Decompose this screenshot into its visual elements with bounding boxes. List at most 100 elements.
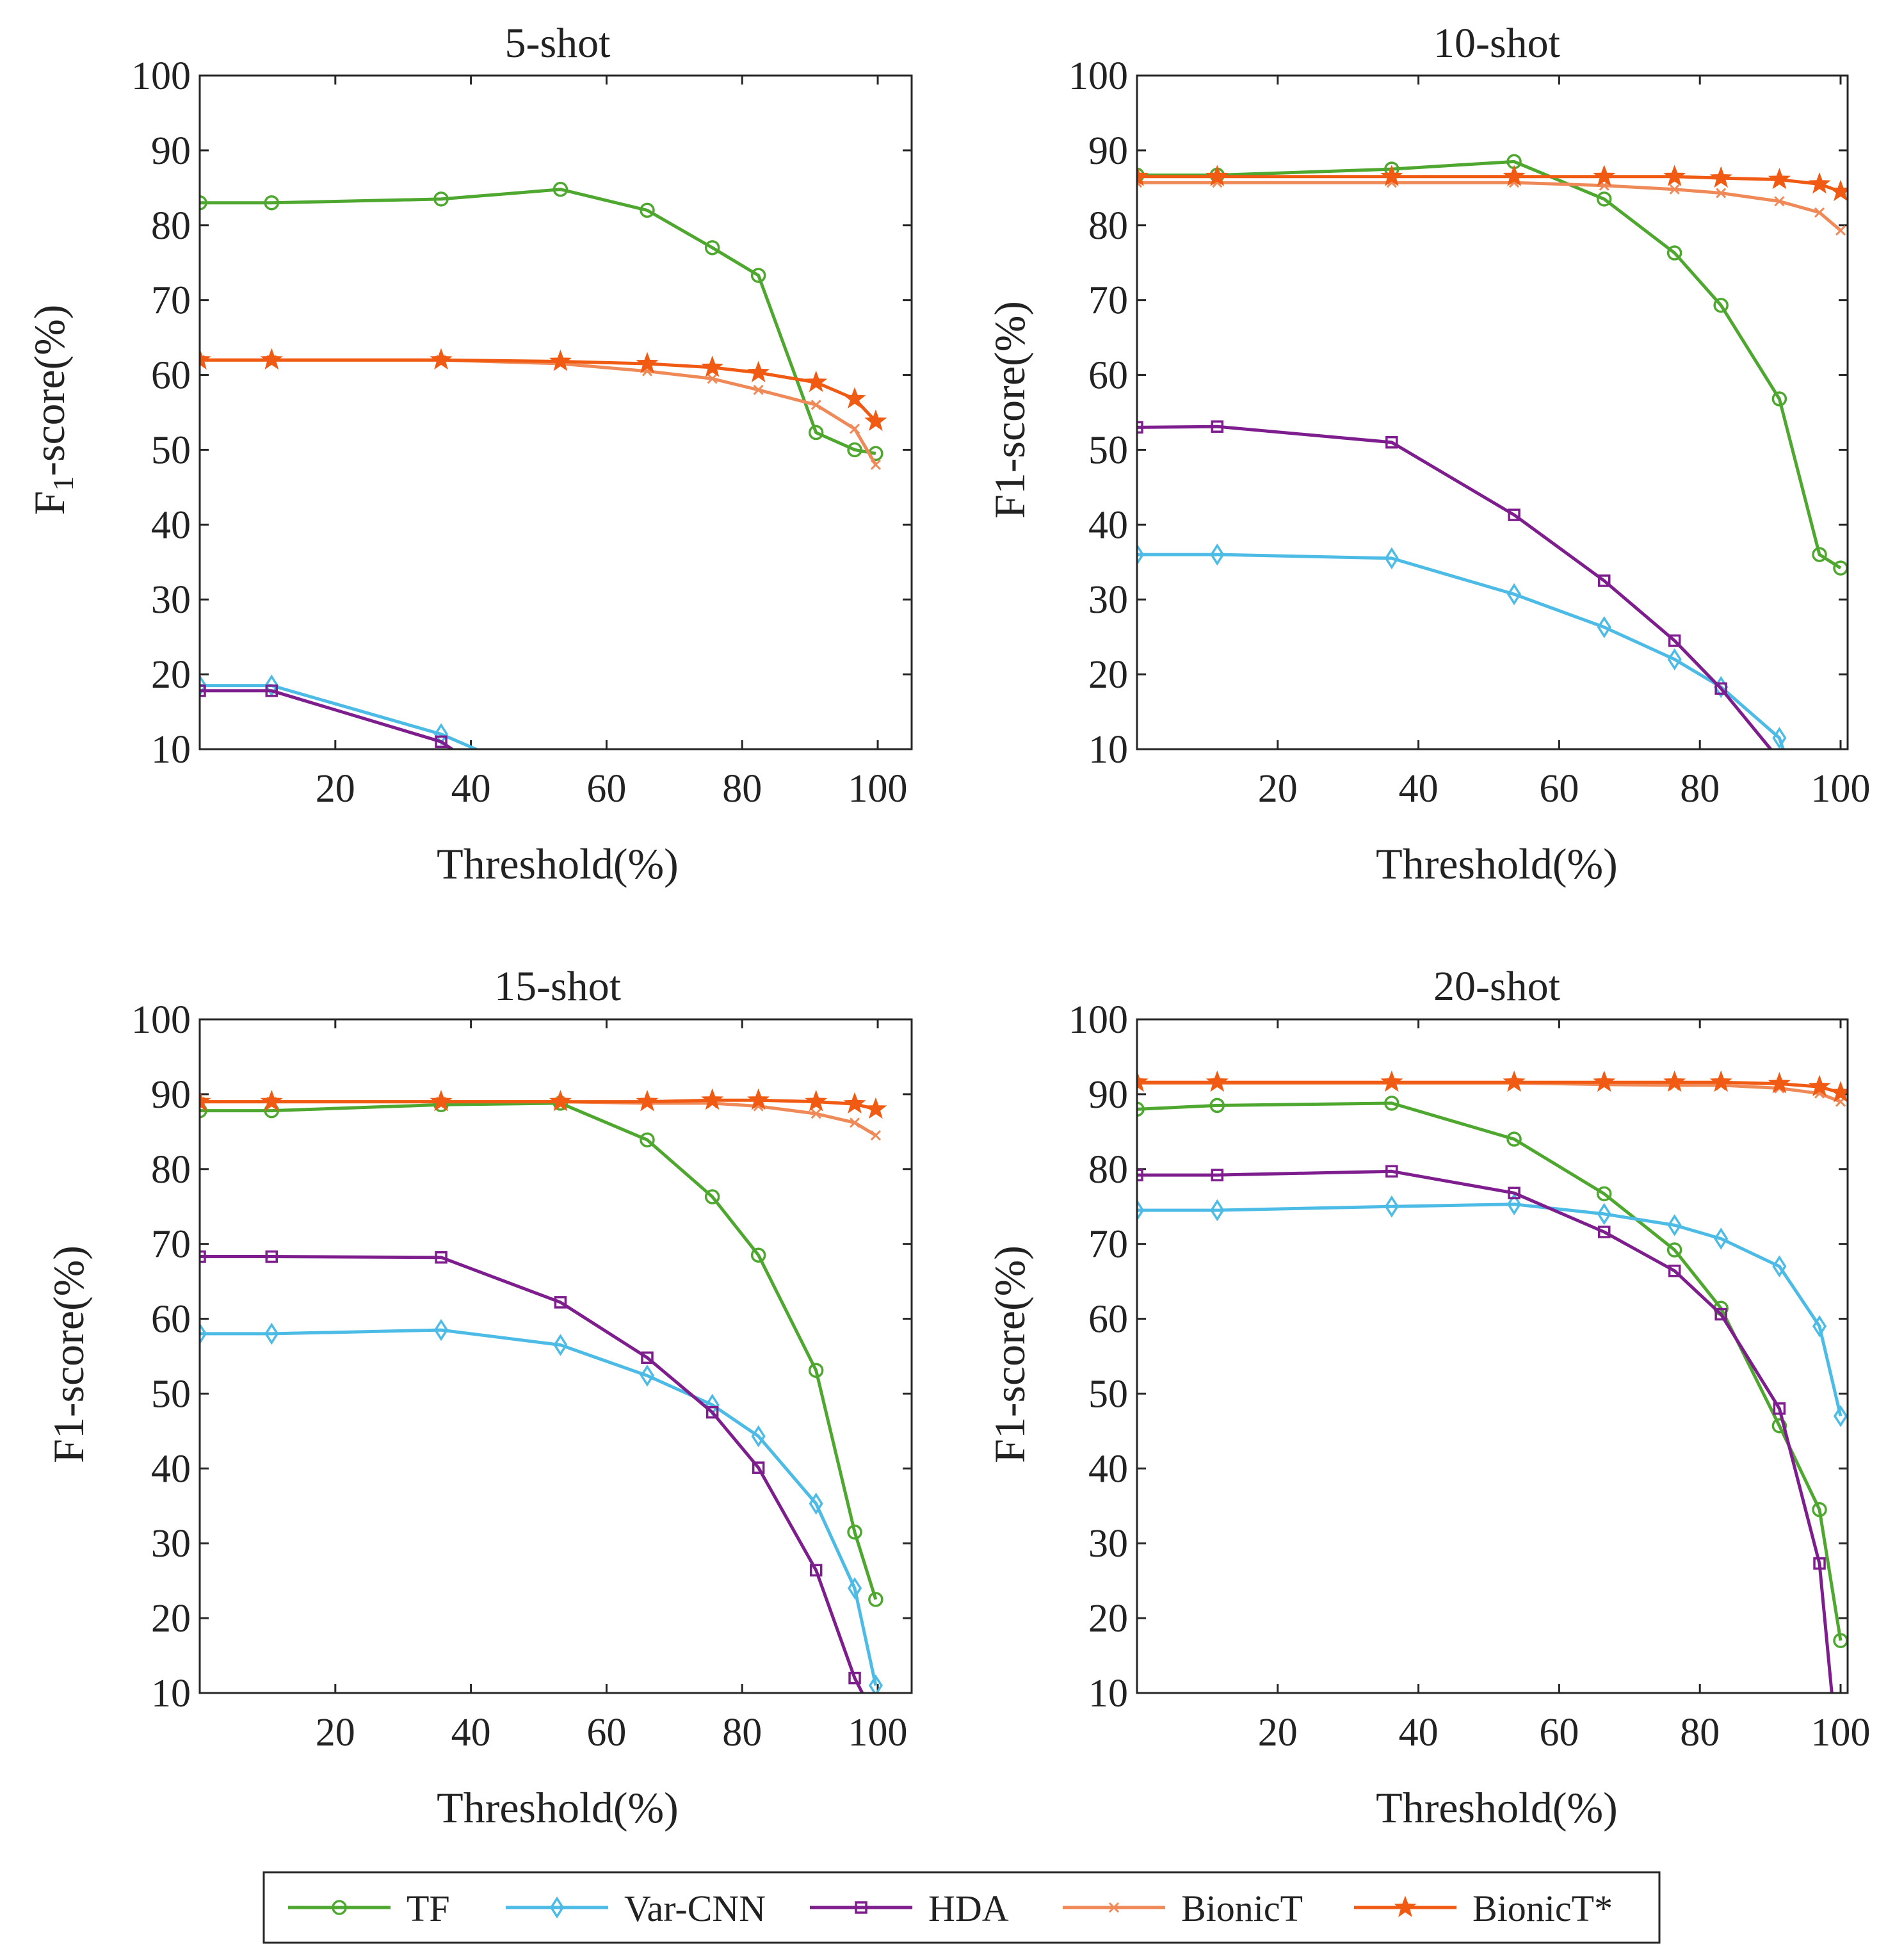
series-line [200,1100,877,1137]
legend-entry-bionict: BionicT [1063,1888,1303,1929]
data-point [1137,165,1149,186]
data-point [808,425,824,441]
data-point [1506,583,1522,606]
data-point [265,1250,278,1263]
legend-entry-bionict-star: BionicT* [1354,1888,1613,1929]
series-line [1137,181,1842,232]
y-tick-label: 10 [1088,1672,1128,1715]
series-tf [1137,154,1848,576]
y-tick-label: 30 [151,578,191,622]
y-axis-label-sub: 1 [47,476,79,491]
data-point [868,1674,883,1693]
data-point [1772,727,1787,749]
y-tick-label: 40 [1088,1447,1128,1491]
data-point [1771,1418,1787,1434]
data-point [1768,1072,1791,1094]
series-line [1137,553,1785,749]
data-point [747,360,770,382]
plot-area [1137,1070,1848,1693]
series-line [200,689,455,749]
y-tick-label: 100 [131,54,191,98]
y-tick-label: 10 [1088,728,1128,772]
y-tick-label: 100 [1069,998,1128,1042]
data-point [1814,207,1825,218]
x-tick-label: 80 [722,1711,762,1754]
data-point [640,1132,655,1147]
y-axis-label-rest: -score(%) [25,305,74,476]
series-line [1137,159,1842,570]
x-tick-label: 60 [586,1711,626,1754]
y-tick-label: 50 [1088,1372,1128,1416]
data-point [1137,1169,1143,1181]
data-point [1808,172,1831,194]
y-tick-label: 30 [151,1522,191,1566]
series-line [200,684,480,749]
x-tick-label: 100 [1811,767,1871,811]
data-point [200,674,207,697]
series-line [1137,1081,1841,1103]
data-point [1714,1227,1729,1250]
y-tick-label: 10 [151,1672,191,1715]
data-point [1593,165,1616,186]
x-tick-label: 40 [451,1711,491,1754]
data-point [1709,1070,1732,1092]
panel-20-shot: 20-shot Threshold(%) F1-score(%) 10 20 30 4… [985,963,1871,1832]
y-tick-label: 100 [131,998,191,1042]
data-point [1597,616,1611,638]
series-var-cnn [1137,543,1787,749]
data-point [549,350,572,371]
panel-title: 10-shot [1433,20,1560,67]
data-point [1137,543,1145,566]
legend-marker-sample [1394,1895,1417,1917]
data-point [847,1524,862,1540]
data-point [1829,179,1848,202]
axes-frame [198,1018,913,1694]
y-tick-label: 50 [151,428,191,472]
data-point [1211,1169,1224,1181]
y-tick-label: 60 [151,354,191,398]
plot-area [1137,154,1848,749]
y-tick-label: 60 [1088,354,1128,398]
data-point [870,1130,881,1141]
y-tick-label: 50 [1088,428,1128,472]
data-point [1667,648,1682,670]
legend-entry-tf: TF [288,1888,450,1929]
series-var-cnn [200,1318,883,1693]
legend-label: BionicT [1181,1888,1303,1929]
data-point [1597,574,1611,587]
data-point [805,1090,828,1112]
data-point [843,1092,866,1114]
y-tick-label: 70 [1088,279,1128,323]
x-tick-label: 20 [316,767,355,811]
data-point [1714,1308,1727,1321]
data-point [1210,1199,1225,1222]
data-point [435,735,448,749]
y-tick-label: 70 [151,1223,191,1267]
data-point [1503,1070,1526,1092]
axes-frame [1136,74,1849,750]
series-line [200,188,876,455]
panel-15-shot: 15-shot Threshold(%) F1-score(%) 10 20 30 4… [44,963,913,1832]
data-point [1508,508,1520,521]
data-point [1713,298,1729,313]
y-axis-label: F1-score(%) [985,301,1034,519]
data-point [1503,165,1526,186]
data-point [264,674,279,697]
y-tick-label: 40 [151,503,191,547]
y-tick-label: 80 [151,204,191,248]
y-tick-label: 30 [1088,1522,1128,1566]
data-point [1596,1186,1612,1202]
data-point [752,1461,765,1474]
legend-entry-hda: HDA [810,1888,1009,1929]
series-bionict- [1137,165,1848,202]
series-hda [1137,420,1773,749]
x-axis-label: Threshold(%) [437,1783,679,1832]
data-point [1812,1502,1827,1518]
x-tick-label: 100 [848,1711,908,1754]
x-tick-label: 60 [1539,1711,1579,1754]
y-tick-label: 20 [151,653,191,697]
y-tick-label: 70 [151,279,191,323]
x-tick-label: 40 [1399,767,1439,811]
x-tick-label: 40 [1399,1711,1439,1754]
